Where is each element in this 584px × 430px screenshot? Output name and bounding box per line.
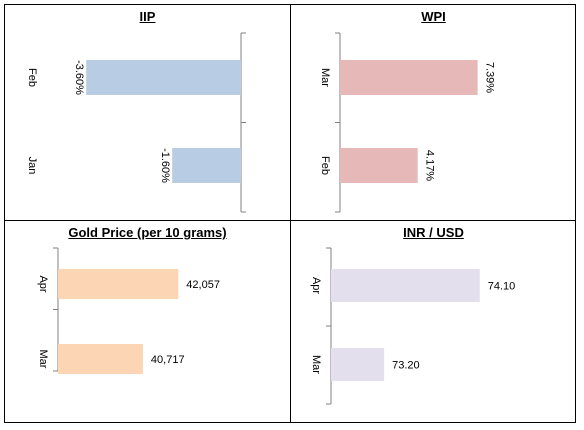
- bar: [86, 60, 241, 95]
- category-label: Mar: [37, 350, 49, 369]
- category-label: Feb: [26, 68, 38, 87]
- chart-plot: Apr 74.10 Mar 73.20: [310, 247, 516, 405]
- data-label: 42,057: [186, 279, 220, 291]
- chart-plot: Mar 7.39% Feb 4.17%: [319, 32, 496, 213]
- bar: [331, 348, 385, 381]
- bar: [172, 148, 241, 183]
- bar: [340, 60, 478, 95]
- panel-divider-vertical: [290, 4, 291, 423]
- data-label: 7.39%: [484, 62, 496, 93]
- category-label: Mar: [310, 355, 322, 374]
- chart-panel-iip: IIP Feb -3.60% Jan -1.60%: [5, 5, 290, 220]
- category-label: Jan: [26, 157, 38, 175]
- panel-divider-horizontal: [4, 220, 576, 221]
- bar: [58, 344, 143, 374]
- chart-plot: Apr 42,057 Mar 40,717: [37, 247, 220, 374]
- category-label: Apr: [37, 275, 49, 292]
- data-label: 74.10: [488, 281, 516, 293]
- chart-title: IIP: [139, 9, 156, 24]
- data-label: -3.60%: [73, 60, 85, 95]
- data-label: 40,717: [151, 354, 185, 366]
- data-label: 73.20: [392, 360, 420, 372]
- bar: [340, 148, 418, 183]
- chart-panel-inr-usd: INR / USD Apr 74.10 Mar 73.20: [291, 221, 576, 423]
- category-label: Feb: [319, 156, 331, 175]
- data-label: 4.17%: [424, 150, 436, 181]
- bar: [58, 269, 179, 299]
- chart-title: WPI: [421, 9, 446, 24]
- chart-title: Gold Price (per 10 grams): [68, 225, 227, 240]
- category-label: Apr: [310, 277, 322, 294]
- bar: [331, 269, 480, 302]
- chart-plot: Feb -3.60% Jan -1.60%: [26, 32, 246, 213]
- data-label: -1.60%: [159, 148, 171, 183]
- chart-title: INR / USD: [403, 225, 464, 240]
- chart-panel-wpi: WPI Mar 7.39% Feb 4.17%: [291, 5, 576, 220]
- chart-panel-gold-price: Gold Price (per 10 grams) Apr 42,057 Mar 40…: [5, 221, 290, 423]
- category-label: Mar: [319, 68, 331, 87]
